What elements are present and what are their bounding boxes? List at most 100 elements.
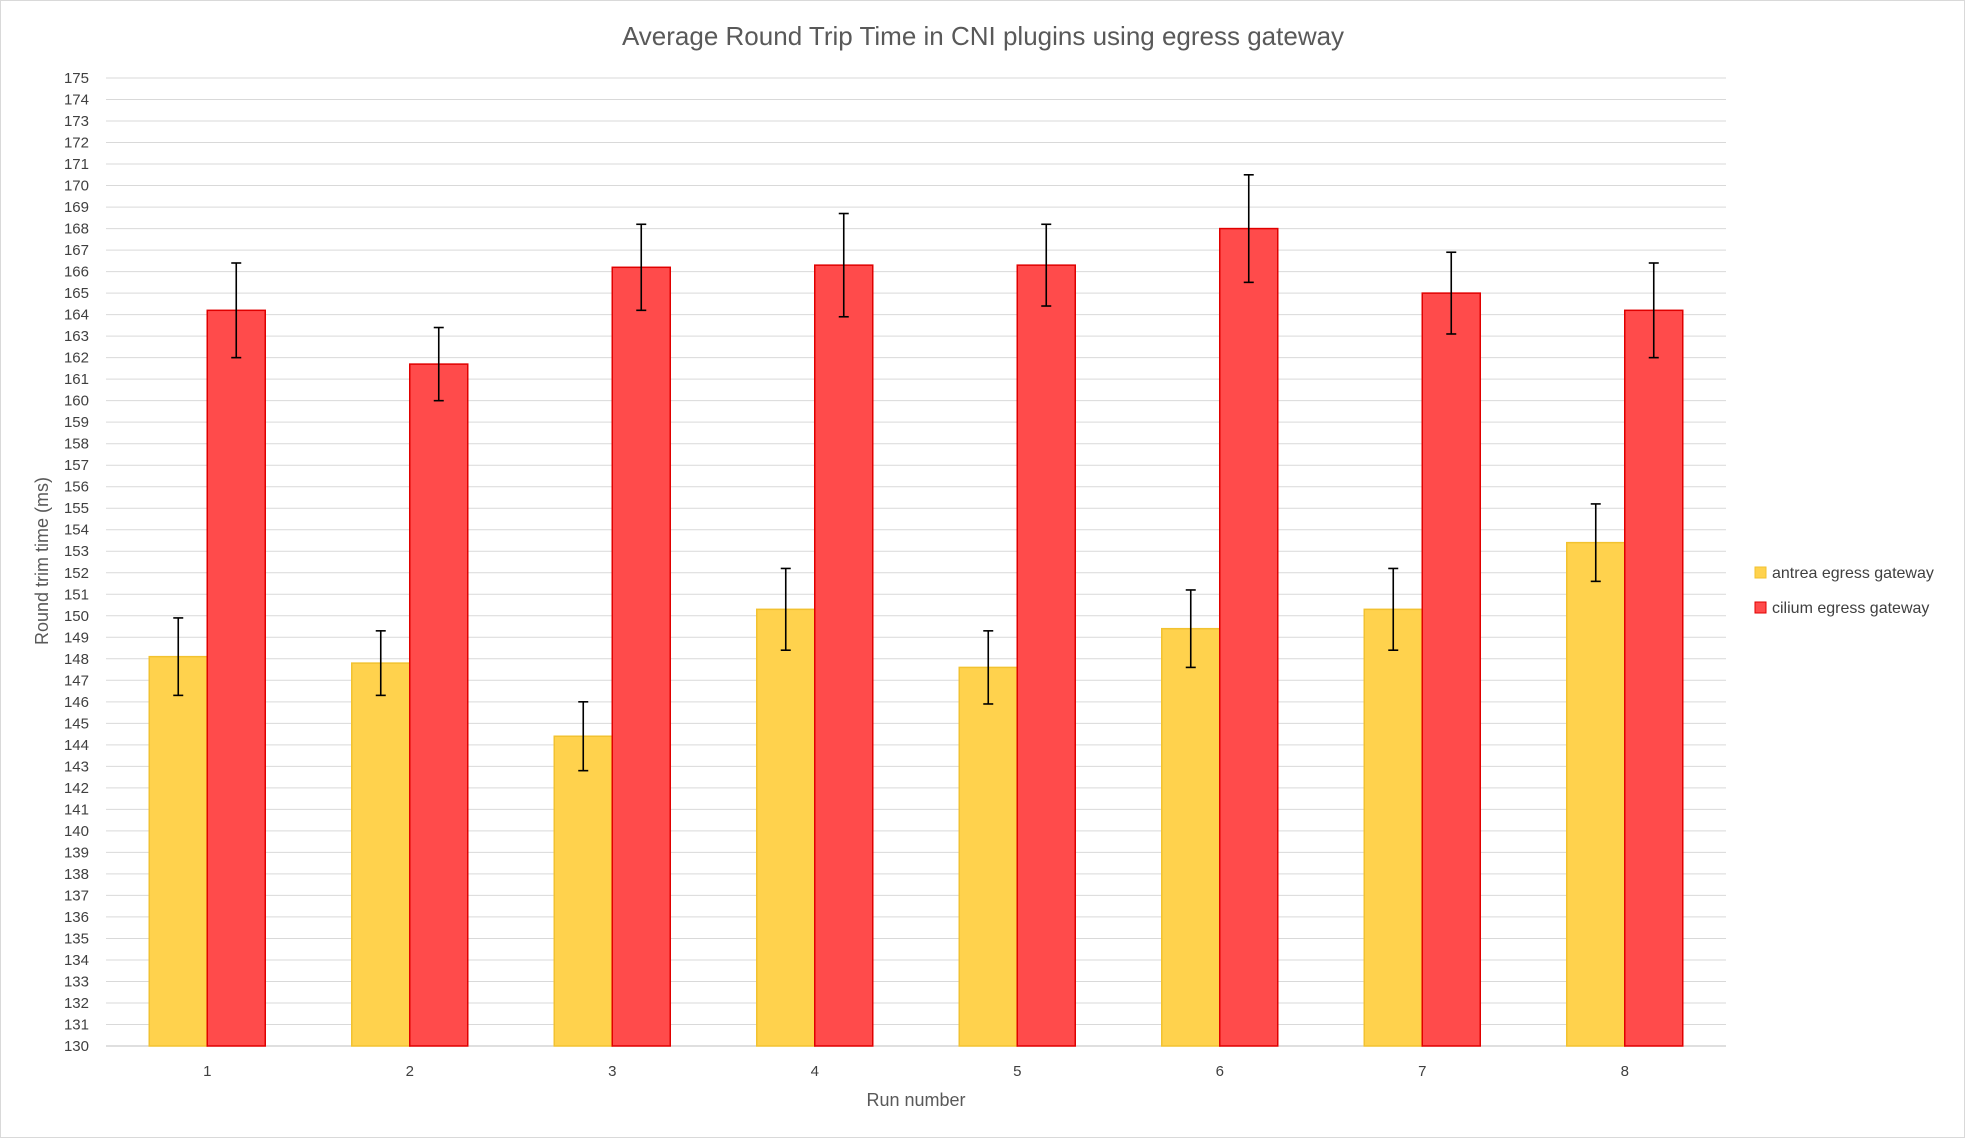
y-tick-labels: 130 131 132 133 134 135 136 137 138 139 140 141 142 1… (64, 70, 89, 1055)
legend-swatch (1754, 601, 1767, 614)
y-tick-label: 130 (64, 1038, 89, 1055)
y-tick-label: 160 (64, 393, 89, 410)
y-tick-label: 167 (64, 242, 89, 259)
y-tick-label: 156 (64, 479, 89, 496)
y-tick-label: 137 (64, 887, 89, 904)
bar-antrea-run-1 (148, 655, 208, 1047)
y-tick-label: 170 (64, 178, 89, 195)
y-tick-label: 152 (64, 565, 89, 582)
y-tick-label: 169 (64, 199, 89, 216)
y-tick-label: 174 (64, 92, 89, 109)
y-tick-label: 135 (64, 930, 89, 947)
bar-antrea-run-7 (1363, 608, 1423, 1047)
error-bar-antrea-run-5 (983, 630, 994, 705)
error-bar-cilium-run-7 (1446, 251, 1457, 335)
error-bar-antrea-run-1 (173, 617, 184, 697)
bar-cilium-run-8 (1624, 309, 1684, 1047)
y-tick-label: 146 (64, 694, 89, 711)
y-tick-label: 163 (64, 328, 89, 345)
error-bar-cilium-run-3 (636, 223, 647, 312)
chart-title: Average Round Trip Time in CNI plugins u… (622, 21, 1344, 51)
bar-cilium-run-3 (611, 266, 671, 1047)
x-tick-label: 6 (1216, 1063, 1224, 1080)
legend-item-antrea: antrea egress gateway (1754, 565, 1934, 582)
error-bar-cilium-run-4 (838, 212, 849, 318)
error-bar-antrea-run-8 (1590, 503, 1601, 583)
x-tick-label: 8 (1621, 1063, 1629, 1080)
bar-cilium-run-4 (814, 264, 874, 1047)
x-tick-label: 4 (811, 1063, 819, 1080)
y-tick-label: 143 (64, 758, 89, 775)
y-tick-label: 138 (64, 866, 89, 883)
bar-antrea-run-3 (553, 735, 613, 1047)
y-tick-label: 173 (64, 113, 89, 130)
y-tick-label: 166 (64, 264, 89, 281)
y-tick-label: 133 (64, 973, 89, 990)
bars (148, 227, 1684, 1047)
y-tick-label: 151 (64, 586, 89, 603)
x-axis-title: Run number (866, 1090, 965, 1110)
y-axis-title: Round trim time (ms) (32, 477, 52, 645)
error-bar-cilium-run-6 (1243, 174, 1254, 284)
y-tick-label: 145 (64, 715, 89, 732)
x-tick-label: 1 (203, 1063, 211, 1080)
x-tick-label: 2 (406, 1063, 414, 1080)
y-tick-label: 144 (64, 737, 89, 754)
y-tick-label: 164 (64, 307, 89, 324)
bar-cilium-run-1 (206, 309, 266, 1047)
y-tick-label: 171 (64, 156, 89, 173)
y-tick-label: 154 (64, 522, 89, 539)
bar-cilium-run-7 (1421, 292, 1481, 1047)
y-tick-label: 161 (64, 371, 89, 388)
bar-cilium-run-6 (1219, 227, 1279, 1047)
y-tick-label: 140 (64, 823, 89, 840)
y-tick-label: 148 (64, 651, 89, 668)
y-tick-label: 139 (64, 844, 89, 861)
bar-cilium-run-2 (409, 363, 469, 1047)
x-tick-label: 3 (608, 1063, 616, 1080)
error-bar-antrea-run-3 (578, 701, 589, 772)
y-tick-label: 157 (64, 457, 89, 474)
bar-antrea-run-8 (1566, 541, 1626, 1047)
y-tick-label: 155 (64, 500, 89, 517)
error-bar-antrea-run-6 (1185, 589, 1196, 669)
y-tick-label: 153 (64, 543, 89, 560)
bar-antrea-run-6 (1161, 627, 1221, 1047)
bar-antrea-run-5 (958, 666, 1018, 1047)
gridlines (106, 77, 1726, 1047)
legend-item-cilium: cilium egress gateway (1754, 600, 1929, 617)
y-tick-label: 165 (64, 285, 89, 302)
bar-cilium-run-5 (1016, 264, 1076, 1047)
y-tick-label: 142 (64, 780, 89, 797)
error-bar-antrea-run-7 (1388, 567, 1399, 651)
y-tick-label: 136 (64, 909, 89, 926)
error-bar-cilium-run-5 (1041, 223, 1052, 307)
error-bar-cilium-run-8 (1648, 262, 1659, 359)
x-tick-label: 5 (1013, 1063, 1021, 1080)
error-bar-cilium-run-1 (231, 262, 242, 359)
legend-swatch (1754, 566, 1767, 579)
x-tick-label: 7 (1418, 1063, 1426, 1080)
y-tick-label: 175 (64, 70, 89, 87)
bar-antrea-run-4 (756, 608, 816, 1047)
x-tick-labels: 1 2 3 4 5 6 7 8 (203, 1063, 1629, 1080)
legend: antrea egress gateway cilium egress gatew… (1754, 565, 1934, 617)
error-bar-antrea-run-4 (780, 567, 791, 651)
error-bar-cilium-run-2 (433, 326, 444, 402)
error-bar-antrea-run-2 (375, 630, 386, 697)
y-tick-label: 158 (64, 436, 89, 453)
legend-label: antrea egress gateway (1772, 565, 1934, 582)
y-tick-label: 134 (64, 952, 89, 969)
bar-antrea-run-2 (351, 662, 411, 1047)
y-tick-label: 162 (64, 350, 89, 367)
y-tick-label: 141 (64, 801, 89, 818)
y-tick-label: 147 (64, 672, 89, 689)
y-tick-label: 159 (64, 414, 89, 431)
error-bars (173, 174, 1659, 772)
y-tick-label: 149 (64, 629, 89, 646)
y-tick-label: 132 (64, 995, 89, 1012)
y-tick-label: 172 (64, 135, 89, 152)
y-tick-label: 150 (64, 608, 89, 625)
